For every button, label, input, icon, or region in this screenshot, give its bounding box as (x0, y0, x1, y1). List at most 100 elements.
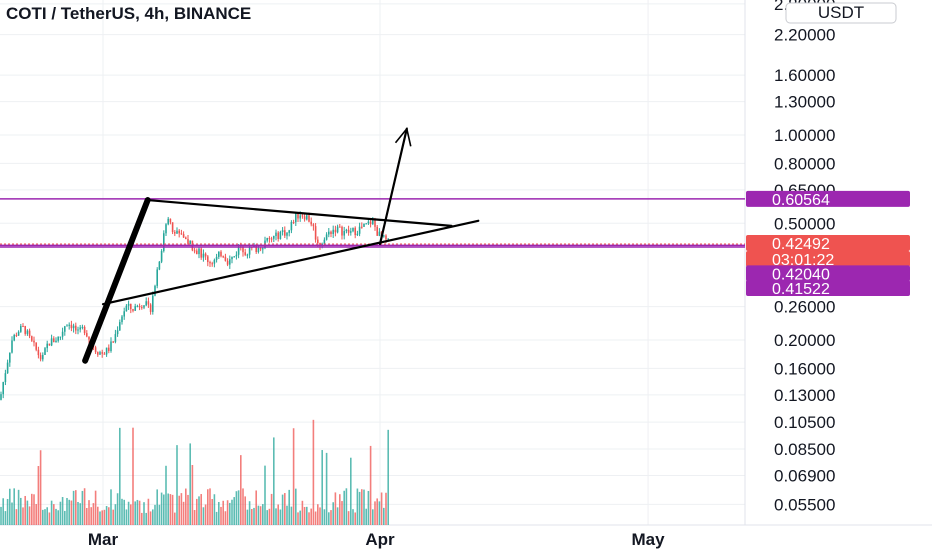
price-badge-value: 0.42040 (772, 266, 830, 283)
volume-bar (70, 500, 73, 525)
volume-bar (187, 494, 189, 525)
volume-bar (378, 501, 381, 525)
candle (189, 240, 191, 245)
candle (187, 234, 189, 245)
volume-bar (253, 507, 255, 525)
volume-bar (125, 509, 128, 525)
candle (119, 319, 121, 331)
volume-bar (363, 489, 365, 525)
volume-bar (123, 499, 125, 525)
volume-bar (330, 510, 332, 525)
candle (215, 253, 218, 263)
price-tick-label: 0.05500 (774, 495, 835, 514)
price-badge-level: 0.42040 (746, 265, 910, 283)
volume-bar (385, 492, 387, 525)
price-tick-label: 0.13000 (774, 386, 835, 405)
candle (246, 253, 249, 259)
volume-bar (369, 445, 372, 525)
volume-bar (215, 511, 218, 525)
time-axis[interactable]: Mar Apr May (88, 530, 665, 549)
candle (72, 323, 75, 333)
candle (171, 222, 174, 235)
volume-bar (189, 443, 191, 525)
volume-bar (277, 504, 279, 525)
volume-bar (226, 500, 229, 525)
volume-bar (319, 507, 321, 525)
volume-bar (200, 494, 202, 525)
candle (46, 340, 48, 353)
price-badge-level: 0.60564 (746, 190, 910, 209)
volume-bar (332, 502, 334, 525)
volume-bar (59, 501, 62, 525)
volume-bar (207, 489, 209, 525)
candle (167, 216, 169, 226)
candle (99, 350, 101, 355)
trendline-breakout-arrow[interactable] (378, 127, 408, 246)
candle (154, 284, 156, 297)
candle (138, 303, 141, 311)
volume-bar (242, 488, 244, 525)
candle (336, 224, 339, 234)
volume-bar (209, 488, 211, 525)
candle (200, 247, 202, 260)
volume-bar (160, 492, 163, 525)
volume-bar (110, 489, 112, 525)
price-badge-value: 0.60564 (772, 192, 830, 209)
volume-bar (6, 498, 9, 525)
candle (235, 251, 238, 260)
candle (204, 252, 207, 260)
currency-button[interactable]: USDT (785, 2, 897, 24)
volume-bar (196, 498, 198, 525)
candle (13, 333, 15, 342)
candle (136, 304, 139, 308)
trendline-drawings[interactable] (82, 126, 480, 364)
volume-bar (141, 512, 143, 525)
candle (312, 223, 315, 231)
trendline-pennant-lower[interactable] (101, 219, 480, 306)
candle (224, 253, 227, 262)
candle (180, 229, 183, 235)
price-tick-label: 0.16000 (774, 359, 835, 378)
volume-bar (336, 507, 339, 525)
volume-bar (281, 494, 284, 525)
candle (160, 249, 163, 264)
trendline-pennant-upper[interactable] (146, 198, 453, 227)
candle (75, 322, 77, 335)
candle (147, 297, 150, 308)
price-tick-label: 0.80000 (774, 154, 835, 173)
price-tick-label: 2.20000 (774, 26, 835, 45)
candle (284, 226, 286, 239)
volume-bar (266, 510, 268, 525)
volume-bar (94, 490, 97, 525)
candle (50, 334, 53, 347)
candle (275, 229, 277, 241)
volume-bar (345, 488, 348, 525)
price-tick-label: 1.30000 (774, 93, 835, 112)
volume-bar (317, 504, 319, 525)
candle (193, 247, 196, 254)
candle (141, 304, 143, 310)
volume-bar (112, 509, 114, 525)
candle (163, 230, 165, 253)
candle (185, 236, 187, 240)
volume-bar (154, 504, 156, 525)
trendline-flagpole[interactable] (82, 197, 151, 364)
volume-bar (339, 494, 341, 525)
chart-title: COTI / TetherUS, 4h, BINANCE (6, 4, 251, 23)
volume-bar (264, 465, 266, 525)
volume-bar (176, 445, 178, 525)
candle (174, 230, 176, 237)
arrow-head (394, 126, 412, 147)
volume-bar (290, 506, 293, 525)
candle (97, 351, 99, 357)
candle (68, 322, 70, 330)
candle (347, 225, 350, 236)
price-tick-label: 0.26000 (774, 298, 835, 317)
volume-bar (273, 437, 275, 525)
candle (196, 248, 198, 255)
candle (222, 255, 224, 259)
volume-bar (44, 509, 46, 525)
volume-bar (99, 511, 101, 525)
candle (6, 359, 9, 374)
